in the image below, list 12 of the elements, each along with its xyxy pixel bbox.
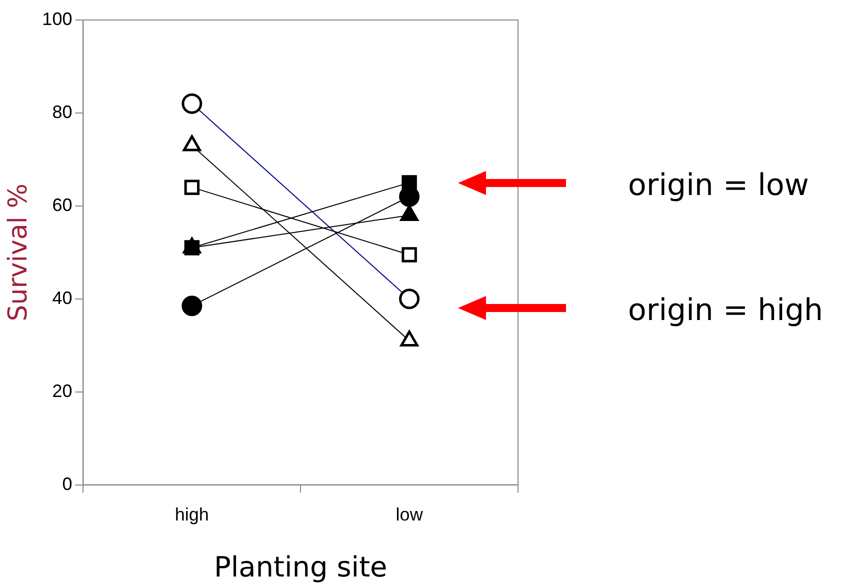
- y-tick-label: 0: [62, 474, 72, 494]
- y-tick-label: 80: [52, 102, 72, 122]
- text: origin = high: [628, 293, 824, 328]
- y-tick-label: 20: [52, 380, 72, 401]
- text: origin = low: [628, 168, 809, 203]
- x-tick-label: high: [174, 504, 209, 525]
- y-tick-label: 100: [42, 8, 72, 29]
- y-tick-label: 60: [52, 194, 72, 215]
- x-axis-title: Planting site: [214, 550, 388, 584]
- y-tick-label: 40: [52, 288, 72, 308]
- y-axis-title: Survival %: [3, 184, 34, 322]
- x-tick-label: low: [396, 504, 424, 525]
